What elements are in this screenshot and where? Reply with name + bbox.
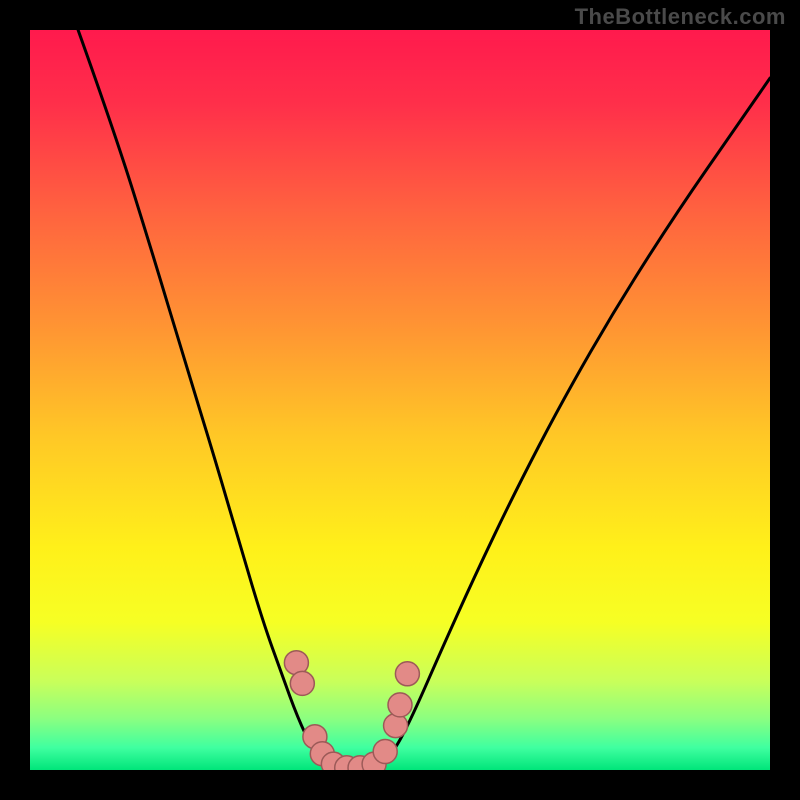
chart-svg: [30, 30, 770, 770]
data-marker: [388, 693, 412, 717]
gradient-background: [30, 30, 770, 770]
plot-area: [30, 30, 770, 770]
data-marker: [384, 714, 408, 738]
chart-frame: TheBottleneck.com: [0, 0, 800, 800]
watermark-text: TheBottleneck.com: [575, 4, 786, 30]
data-marker: [395, 662, 419, 686]
data-marker: [373, 740, 397, 764]
data-marker: [290, 671, 314, 695]
